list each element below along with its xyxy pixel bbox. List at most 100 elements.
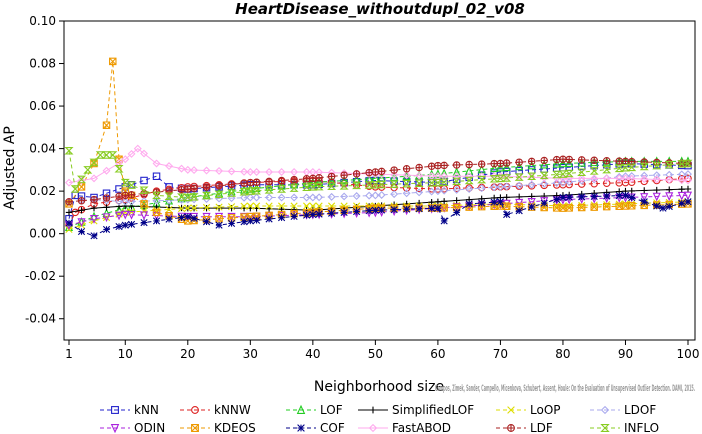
data-point [227, 219, 236, 228]
data-point [90, 174, 98, 183]
data-point [315, 202, 323, 210]
data-point [452, 161, 461, 169]
data-point [102, 166, 111, 175]
data-point [139, 186, 149, 195]
data-point [252, 178, 261, 186]
data-point [677, 160, 687, 168]
data-point [109, 57, 117, 66]
data-point [364, 181, 374, 189]
data-point [127, 197, 136, 206]
data-point [76, 175, 87, 184]
data-point [620, 163, 631, 172]
data-point [665, 202, 673, 211]
data-point [515, 198, 524, 208]
data-point [415, 184, 423, 193]
data-point [83, 166, 93, 174]
plot-frame [63, 20, 696, 341]
data-point [371, 170, 380, 179]
legend-item-inflo: INFLO [590, 421, 659, 434]
data-point [184, 185, 192, 193]
legend-label: kNN [134, 403, 159, 417]
data-point [641, 187, 648, 194]
data-point [103, 204, 110, 211]
data-point [65, 178, 73, 187]
data-point [515, 181, 524, 190]
data-point [552, 179, 561, 188]
data-point [477, 171, 486, 179]
data-point [121, 197, 130, 206]
data-point [552, 158, 561, 168]
legend-label: FastABOD [392, 421, 451, 434]
data-point [402, 165, 411, 173]
data-point [227, 214, 236, 222]
data-point [308, 183, 318, 191]
legend-label: LOF [320, 403, 343, 417]
data-point [308, 193, 317, 202]
legend-item-simplifiedlof: SimplifiedLOF [358, 403, 474, 417]
data-point [652, 161, 662, 170]
data-point [465, 185, 474, 193]
data-point [265, 177, 273, 186]
data-point [315, 210, 323, 218]
data-point [227, 167, 236, 176]
data-point [465, 160, 473, 169]
data-point [527, 182, 536, 190]
legend-item-kdeos: KDEOS [180, 421, 256, 434]
data-point [227, 194, 236, 203]
data-point [678, 186, 685, 193]
data-point [303, 211, 311, 219]
data-point [377, 190, 386, 199]
series-layer: Campos, Zimek, Sander, Campello, Micenko… [64, 57, 695, 394]
data-point [452, 172, 461, 181]
data-point [615, 157, 623, 165]
data-point [121, 221, 129, 229]
data-point [389, 180, 399, 188]
data-point [89, 158, 99, 167]
data-point [540, 199, 548, 207]
data-point [621, 202, 630, 210]
data-point [371, 191, 380, 200]
data-point [577, 174, 586, 183]
data-point [302, 175, 311, 183]
data-point [127, 202, 136, 211]
data-point [108, 151, 118, 159]
series-ldf [65, 155, 692, 206]
y-tick-label: 0.04 [29, 142, 56, 156]
data-point [615, 172, 624, 181]
data-point [390, 190, 399, 199]
legend-label: KDEOS [214, 421, 256, 434]
data-point [402, 189, 411, 198]
x-tick-label: 70 [493, 347, 508, 361]
data-point [140, 149, 149, 158]
data-point [121, 191, 130, 200]
data-point [340, 171, 348, 179]
data-point [102, 208, 111, 218]
data-point [177, 212, 186, 222]
data-point [328, 209, 336, 217]
data-point [666, 186, 673, 193]
data-point [127, 210, 136, 220]
data-point [340, 208, 348, 216]
data-point [77, 227, 86, 236]
data-point [490, 160, 498, 168]
data-point [114, 165, 124, 173]
data-point [102, 194, 111, 202]
data-point [289, 184, 299, 192]
data-point [495, 174, 505, 183]
data-point [540, 179, 549, 188]
legend-label: ODIN [134, 421, 165, 434]
data-point [659, 204, 667, 212]
data-point [428, 198, 435, 206]
legend-item-knn: kNN [100, 403, 159, 417]
data-point [165, 205, 173, 214]
data-point [215, 203, 223, 211]
data-point [115, 185, 123, 193]
data-point [434, 198, 442, 205]
data-point [639, 162, 649, 171]
data-point [527, 172, 537, 180]
data-point [434, 204, 442, 212]
data-point [602, 202, 611, 211]
series-line [68, 173, 689, 203]
y-tick-label: 0.02 [29, 184, 56, 198]
